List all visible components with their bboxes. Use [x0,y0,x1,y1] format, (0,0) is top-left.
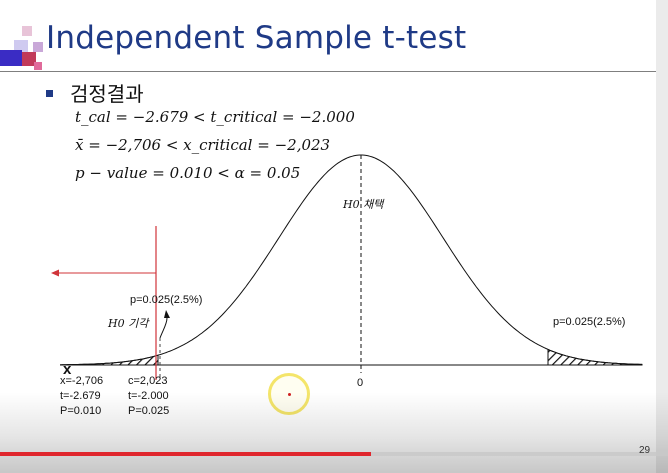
left-tail-p-label: p=0.025(2.5%) [130,294,202,306]
axis-zero-label: 0 [357,377,363,389]
stat-t-value: t=-2.679 [60,390,101,402]
right-tail-area [547,348,643,366]
accept-label: H0 채택 [342,198,385,211]
logo-square-purple-2 [0,50,22,66]
logo-square-red-1 [22,26,32,36]
video-progress-fill [0,452,371,456]
page-number: 29 [639,445,651,456]
stat-c-value: c=2,023 [128,375,167,387]
right-edge-bar [656,0,668,473]
logo-square-red-2 [22,52,36,66]
title-divider [0,71,668,72]
stat-t-critical: t=-2.000 [128,390,169,402]
equation-t-comparison: t_cal = −2.679 < t_critical = −2.000 [75,108,355,126]
logo-square-lilac [33,42,43,52]
pointer-arrow [159,317,168,339]
x-marker-label: x [63,361,72,378]
rejection-arrow-head [51,269,59,277]
stat-x-value: x=-2,706 [60,375,103,387]
right-tail-p-label: p=0.025(2.5%) [553,316,625,328]
normal-curve [59,154,642,366]
bullet-text: 검정결과 [70,82,144,106]
stat-p-value: P=0.010 [60,405,101,417]
pointer-arrow-head [164,310,170,318]
reject-label: H0 기각 [107,317,150,330]
video-progress-bar[interactable] [0,452,668,456]
bullet-marker [46,90,53,97]
logo-square-pink [34,62,42,70]
equation-x-comparison: x̄ = −2,706 < x_critical = −2,023 [75,136,331,154]
slide-title: Independent Sample t-test [46,20,467,56]
equation-p-value: p − value = 0.010 < α = 0.05 [75,164,301,182]
cursor-pointer-dot [288,393,291,396]
stat-p-critical: P=0.025 [128,405,169,417]
